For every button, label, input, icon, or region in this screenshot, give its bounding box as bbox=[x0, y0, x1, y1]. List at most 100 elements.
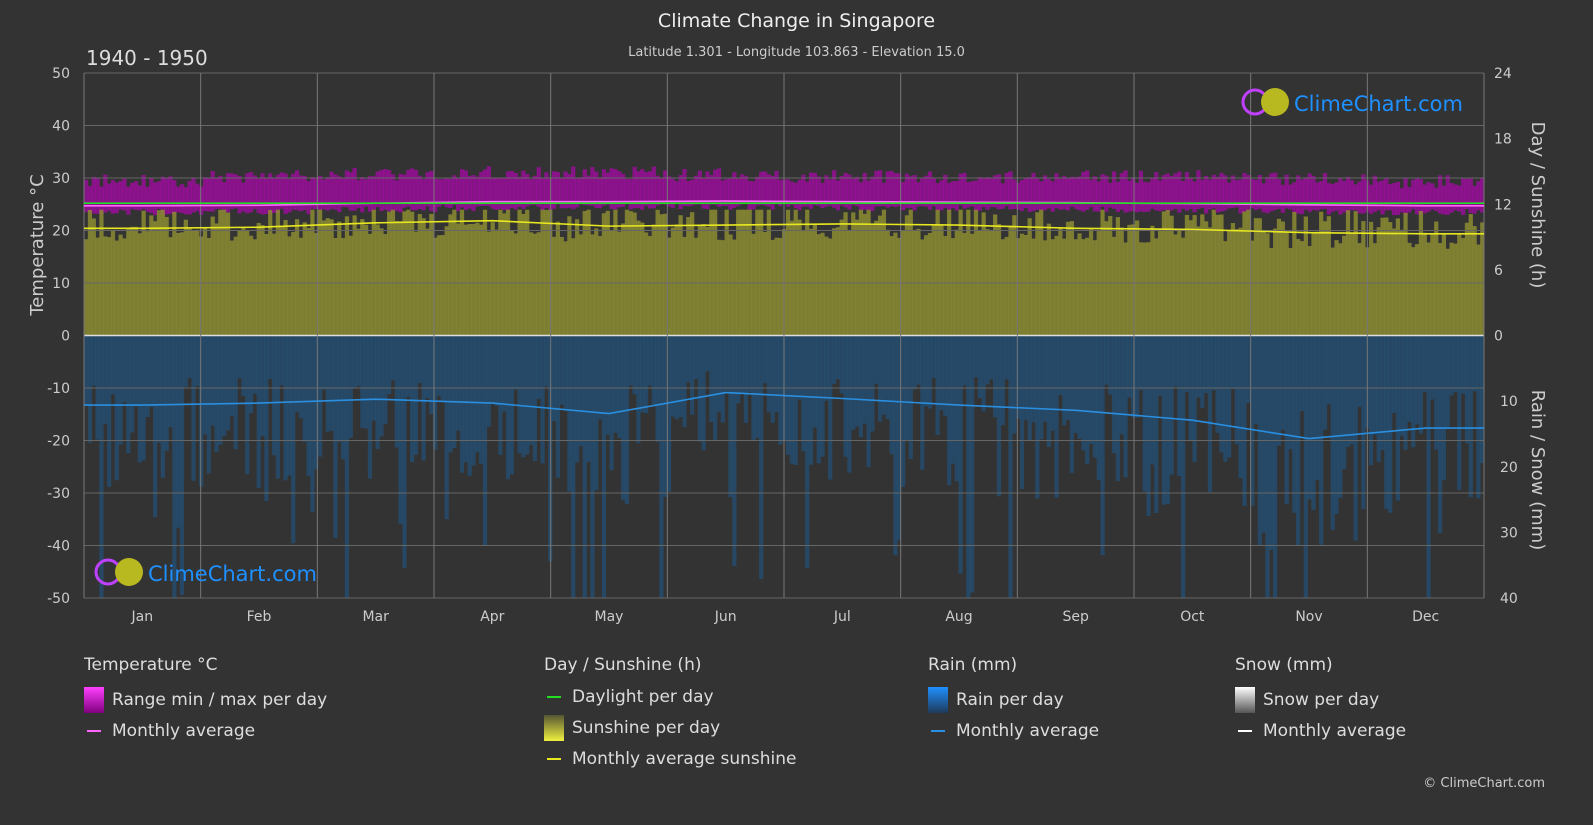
temperature-range-bar bbox=[325, 177, 330, 211]
sunshine-bar bbox=[1184, 214, 1190, 336]
rain-bar bbox=[709, 335, 714, 423]
y-tick-label-left: 20 bbox=[52, 224, 70, 240]
temperature-range-bar bbox=[950, 181, 956, 209]
temperature-range-bar bbox=[452, 175, 457, 206]
rain-bar bbox=[551, 335, 557, 422]
sunshine-bar bbox=[874, 220, 879, 336]
sunshine-bar bbox=[1131, 224, 1136, 336]
temperature-range-bar bbox=[908, 176, 913, 209]
temperature-range-bar bbox=[398, 173, 403, 213]
sunshine-bar bbox=[268, 209, 273, 336]
temperature-range-bar bbox=[233, 174, 238, 209]
temperature-range-bar bbox=[617, 171, 622, 208]
rain-bar bbox=[479, 335, 484, 464]
sunshine-bar bbox=[1292, 212, 1297, 336]
temperature-range-bar bbox=[517, 176, 522, 207]
snow-swatch bbox=[1235, 687, 1255, 713]
sunshine-bar bbox=[716, 239, 722, 336]
temperature-range-bar bbox=[693, 175, 699, 205]
rain-bar bbox=[1457, 335, 1462, 490]
rain-bar bbox=[674, 335, 679, 420]
rain-bar bbox=[1238, 335, 1243, 479]
rain-bar bbox=[1081, 335, 1086, 451]
rain-bar bbox=[628, 335, 633, 386]
rain-bar bbox=[160, 335, 165, 478]
rain-bar bbox=[417, 335, 422, 384]
sunshine-bar bbox=[413, 231, 419, 336]
rain-bar bbox=[1046, 335, 1051, 447]
sunshine-bar bbox=[1085, 237, 1090, 336]
rain-bar bbox=[831, 335, 837, 385]
temperature-range-bar bbox=[728, 178, 733, 210]
rain-bar bbox=[835, 335, 841, 380]
rain-bar bbox=[153, 335, 158, 518]
temperature-range-bar bbox=[199, 186, 204, 215]
rain-bar bbox=[229, 335, 234, 416]
rain-bar bbox=[1276, 335, 1282, 446]
rain-bar bbox=[1299, 335, 1305, 412]
temperature-range-bar bbox=[471, 175, 476, 212]
rain-bar bbox=[337, 335, 342, 442]
sunshine-bar bbox=[252, 239, 258, 336]
y-axis-label-right-top: Day / Sunshine (h) bbox=[1527, 122, 1548, 289]
rain-bar bbox=[1008, 335, 1013, 598]
rain-bar bbox=[1326, 335, 1331, 405]
rain-bar bbox=[1414, 335, 1420, 425]
temperature-range-bar bbox=[1414, 178, 1420, 215]
rain-bar bbox=[801, 335, 806, 452]
temperature-range-bar bbox=[356, 180, 361, 209]
rain-bar bbox=[1242, 335, 1247, 507]
rain-bar bbox=[1138, 335, 1144, 391]
temperature-range-bar bbox=[854, 176, 860, 207]
sunshine-bar bbox=[789, 220, 794, 336]
y-axis-label-right-bottom: Rain / Snow (mm) bbox=[1527, 390, 1548, 550]
rain-bar bbox=[1069, 335, 1074, 473]
rain-bar bbox=[383, 335, 388, 425]
sunshine-bar bbox=[624, 209, 630, 336]
sunshine-bar bbox=[759, 209, 764, 336]
rain-bar bbox=[1292, 335, 1297, 513]
temperature-range-bar bbox=[532, 175, 538, 205]
sunshine-bar bbox=[1042, 240, 1048, 336]
sunshine-bar bbox=[1031, 238, 1036, 336]
y-tick-label-right-bottom: 40 bbox=[1500, 591, 1518, 607]
rain-bar bbox=[1142, 335, 1147, 492]
rain-bar bbox=[973, 335, 979, 378]
x-tick-label: Aug bbox=[945, 609, 972, 625]
temperature-range-bar bbox=[613, 169, 618, 210]
sunshine-bar bbox=[1104, 221, 1109, 336]
sunshine-bar bbox=[843, 212, 848, 336]
temperature-range-bar bbox=[801, 174, 806, 207]
rain-bar bbox=[1280, 335, 1285, 430]
rain-bar bbox=[314, 335, 319, 470]
sunshine-bar bbox=[433, 237, 438, 336]
sunshine-bar bbox=[360, 219, 365, 336]
rain-bar bbox=[210, 335, 215, 426]
sunshine-bar bbox=[340, 238, 346, 336]
temperature-range-bar bbox=[690, 179, 695, 206]
sunshine-bar bbox=[1204, 221, 1209, 336]
sunshine-bar bbox=[636, 220, 641, 336]
sunshine-bar bbox=[1380, 217, 1385, 336]
rain-bar bbox=[195, 335, 200, 386]
sunshine-bar bbox=[1054, 235, 1059, 336]
rain-bar bbox=[962, 335, 967, 386]
sunshine-bar bbox=[1338, 243, 1343, 336]
temperature-range-bar bbox=[970, 181, 975, 207]
temperature-range-bar bbox=[828, 179, 833, 206]
legend-item: Daylight per day bbox=[572, 687, 714, 707]
temperature-range-bar bbox=[736, 178, 741, 206]
sunshine-bar bbox=[1472, 226, 1477, 336]
rain-bar bbox=[256, 335, 261, 489]
temperature-range-bar bbox=[1246, 175, 1251, 211]
temperature-range-bar bbox=[866, 180, 871, 211]
sunshine-bar bbox=[1265, 233, 1270, 336]
sunshine-bar bbox=[425, 228, 430, 336]
temperature-range-bar bbox=[1449, 183, 1454, 213]
temperature-range-bar bbox=[594, 171, 599, 208]
temperature-range-bar bbox=[1399, 188, 1404, 213]
rain-bar bbox=[1453, 335, 1458, 393]
temperature-range-bar bbox=[371, 176, 376, 211]
temperature-range-bar bbox=[958, 173, 963, 206]
sunshine-bar bbox=[1307, 246, 1312, 336]
